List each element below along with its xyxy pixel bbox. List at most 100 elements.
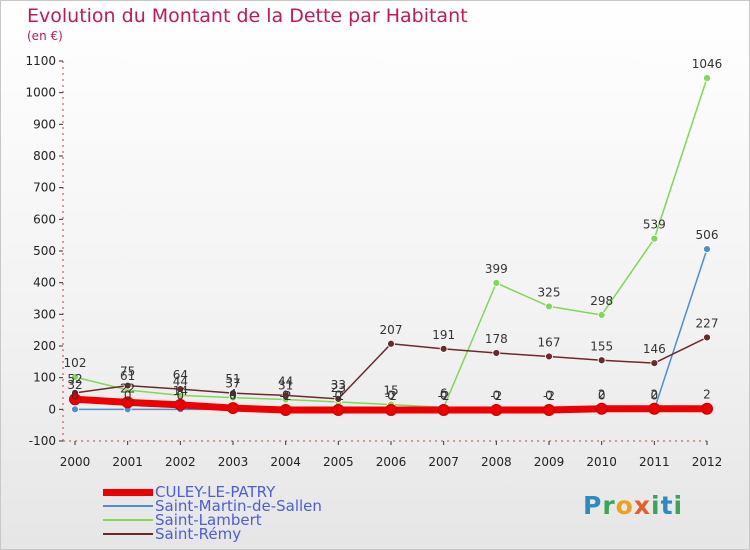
data-point — [385, 403, 397, 416]
axes: -100010020030040050060070080090010001100… — [25, 54, 722, 469]
data-point — [229, 389, 237, 398]
series-line — [74, 77, 708, 409]
x-tick-label: 2000 — [60, 455, 91, 469]
x-tick-label: 2004 — [270, 455, 301, 469]
data-label: 75 — [120, 365, 135, 379]
data-point — [71, 373, 79, 381]
data-point — [648, 402, 661, 415]
legend: CULEY-LE-PATRY Saint-Martin-de-Sallen Sain… — [103, 483, 363, 543]
data-point — [597, 311, 606, 319]
legend-swatch — [103, 505, 153, 507]
data-label: 298 — [590, 294, 613, 308]
data-label: 0 — [387, 388, 395, 402]
y-tick-label: 400 — [33, 276, 56, 290]
data-label: 207 — [380, 323, 403, 337]
y-tick-label: 300 — [33, 307, 56, 321]
data-label: 61 — [120, 369, 135, 383]
legend-label: Saint-Martin-de-Sallen — [155, 497, 322, 515]
data-point — [543, 403, 555, 416]
data-label: 22 — [120, 381, 135, 395]
data-label: 1046 — [692, 57, 723, 71]
x-tick-label: 2011 — [639, 455, 670, 469]
data-label: 0 — [229, 388, 237, 402]
y-tick-label: 0 — [48, 402, 56, 416]
y-tick-label: 600 — [33, 212, 56, 226]
data-label: 167 — [538, 335, 561, 349]
data-label: 51 — [225, 372, 240, 386]
data-point — [490, 403, 503, 416]
y-tick-label: -100 — [29, 434, 56, 448]
data-label: 37 — [225, 377, 240, 391]
legend-item: CULEY-LE-PATRY — [103, 483, 363, 501]
legend-item: Saint-Lambert — [103, 511, 363, 529]
y-tick-label: 800 — [33, 149, 56, 163]
data-label: 23 — [331, 381, 346, 395]
data-label: -2 — [332, 389, 344, 403]
data-label: 15 — [383, 384, 398, 398]
data-label: 32 — [67, 378, 82, 392]
data-label: 0 — [282, 388, 290, 402]
x-tick-label: 2010 — [586, 455, 617, 469]
y-tick-label: 700 — [33, 181, 56, 195]
y-tick-label: 100 — [33, 371, 56, 385]
data-label: 52 — [67, 372, 82, 386]
chart-title: Evolution du Montant de la Dette par Hab… — [27, 5, 468, 27]
x-tick-label: 2009 — [534, 455, 565, 469]
data-point — [387, 339, 395, 348]
data-point — [71, 405, 79, 414]
data-label: -2 — [543, 389, 555, 403]
data-label: -2 — [385, 389, 397, 403]
data-label: 44 — [173, 374, 188, 388]
data-point — [439, 344, 448, 353]
x-tick-label: 2012 — [692, 455, 723, 469]
data-point — [703, 74, 711, 82]
y-tick-label: 500 — [33, 244, 56, 258]
legend-swatch — [103, 519, 153, 521]
x-tick-label: 2006 — [376, 455, 407, 469]
proxiti-logo: Proxiti — [583, 491, 684, 520]
data-point — [123, 381, 132, 390]
legend-label: CULEY-LE-PATRY — [155, 483, 276, 501]
data-point — [437, 403, 450, 416]
data-label: 506 — [696, 228, 719, 242]
data-label: 146 — [643, 342, 666, 356]
data-point — [545, 352, 553, 361]
data-label: -2 — [490, 389, 502, 403]
data-label: 4 — [229, 387, 237, 401]
unit-label: (en €) — [27, 29, 63, 43]
data-point — [281, 391, 290, 400]
data-point — [701, 402, 713, 415]
x-tick-label: 2008 — [481, 455, 512, 469]
legend-swatch — [103, 489, 153, 496]
data-point — [332, 403, 345, 416]
data-label: 14 — [173, 384, 188, 398]
y-tick-label: 1100 — [25, 54, 56, 68]
data-label: 6 — [440, 386, 448, 400]
data-point — [176, 385, 185, 393]
x-tick-label: 2001 — [112, 455, 143, 469]
data-label: 178 — [485, 332, 508, 346]
data-label: 2 — [598, 388, 606, 402]
data-point — [650, 359, 659, 368]
data-labels: 0 0 0 0 0 0 0 0 0 0 0 0 506 102 61 44 37 31 23 15 6 399 325 298… — [64, 57, 723, 403]
data-point — [703, 245, 711, 254]
data-label: -2 — [280, 389, 292, 403]
data-point — [595, 402, 608, 415]
data-label: 0 — [440, 388, 448, 402]
data-label: 325 — [538, 285, 561, 299]
data-point — [334, 394, 343, 403]
legend-label: Saint-Lambert — [155, 511, 262, 529]
x-tick-label: 2003 — [218, 455, 249, 469]
data-label: 0 — [651, 388, 659, 402]
data-label: 64 — [173, 368, 188, 382]
y-tick-label: 900 — [33, 117, 56, 131]
data-point — [597, 356, 606, 365]
legend-swatch — [103, 533, 153, 535]
data-point — [121, 396, 134, 409]
data-label: 102 — [64, 356, 87, 370]
series-lines — [69, 74, 713, 416]
data-point — [492, 279, 501, 287]
y-tick-label: 1000 — [25, 86, 56, 100]
data-label: 0 — [71, 388, 79, 402]
